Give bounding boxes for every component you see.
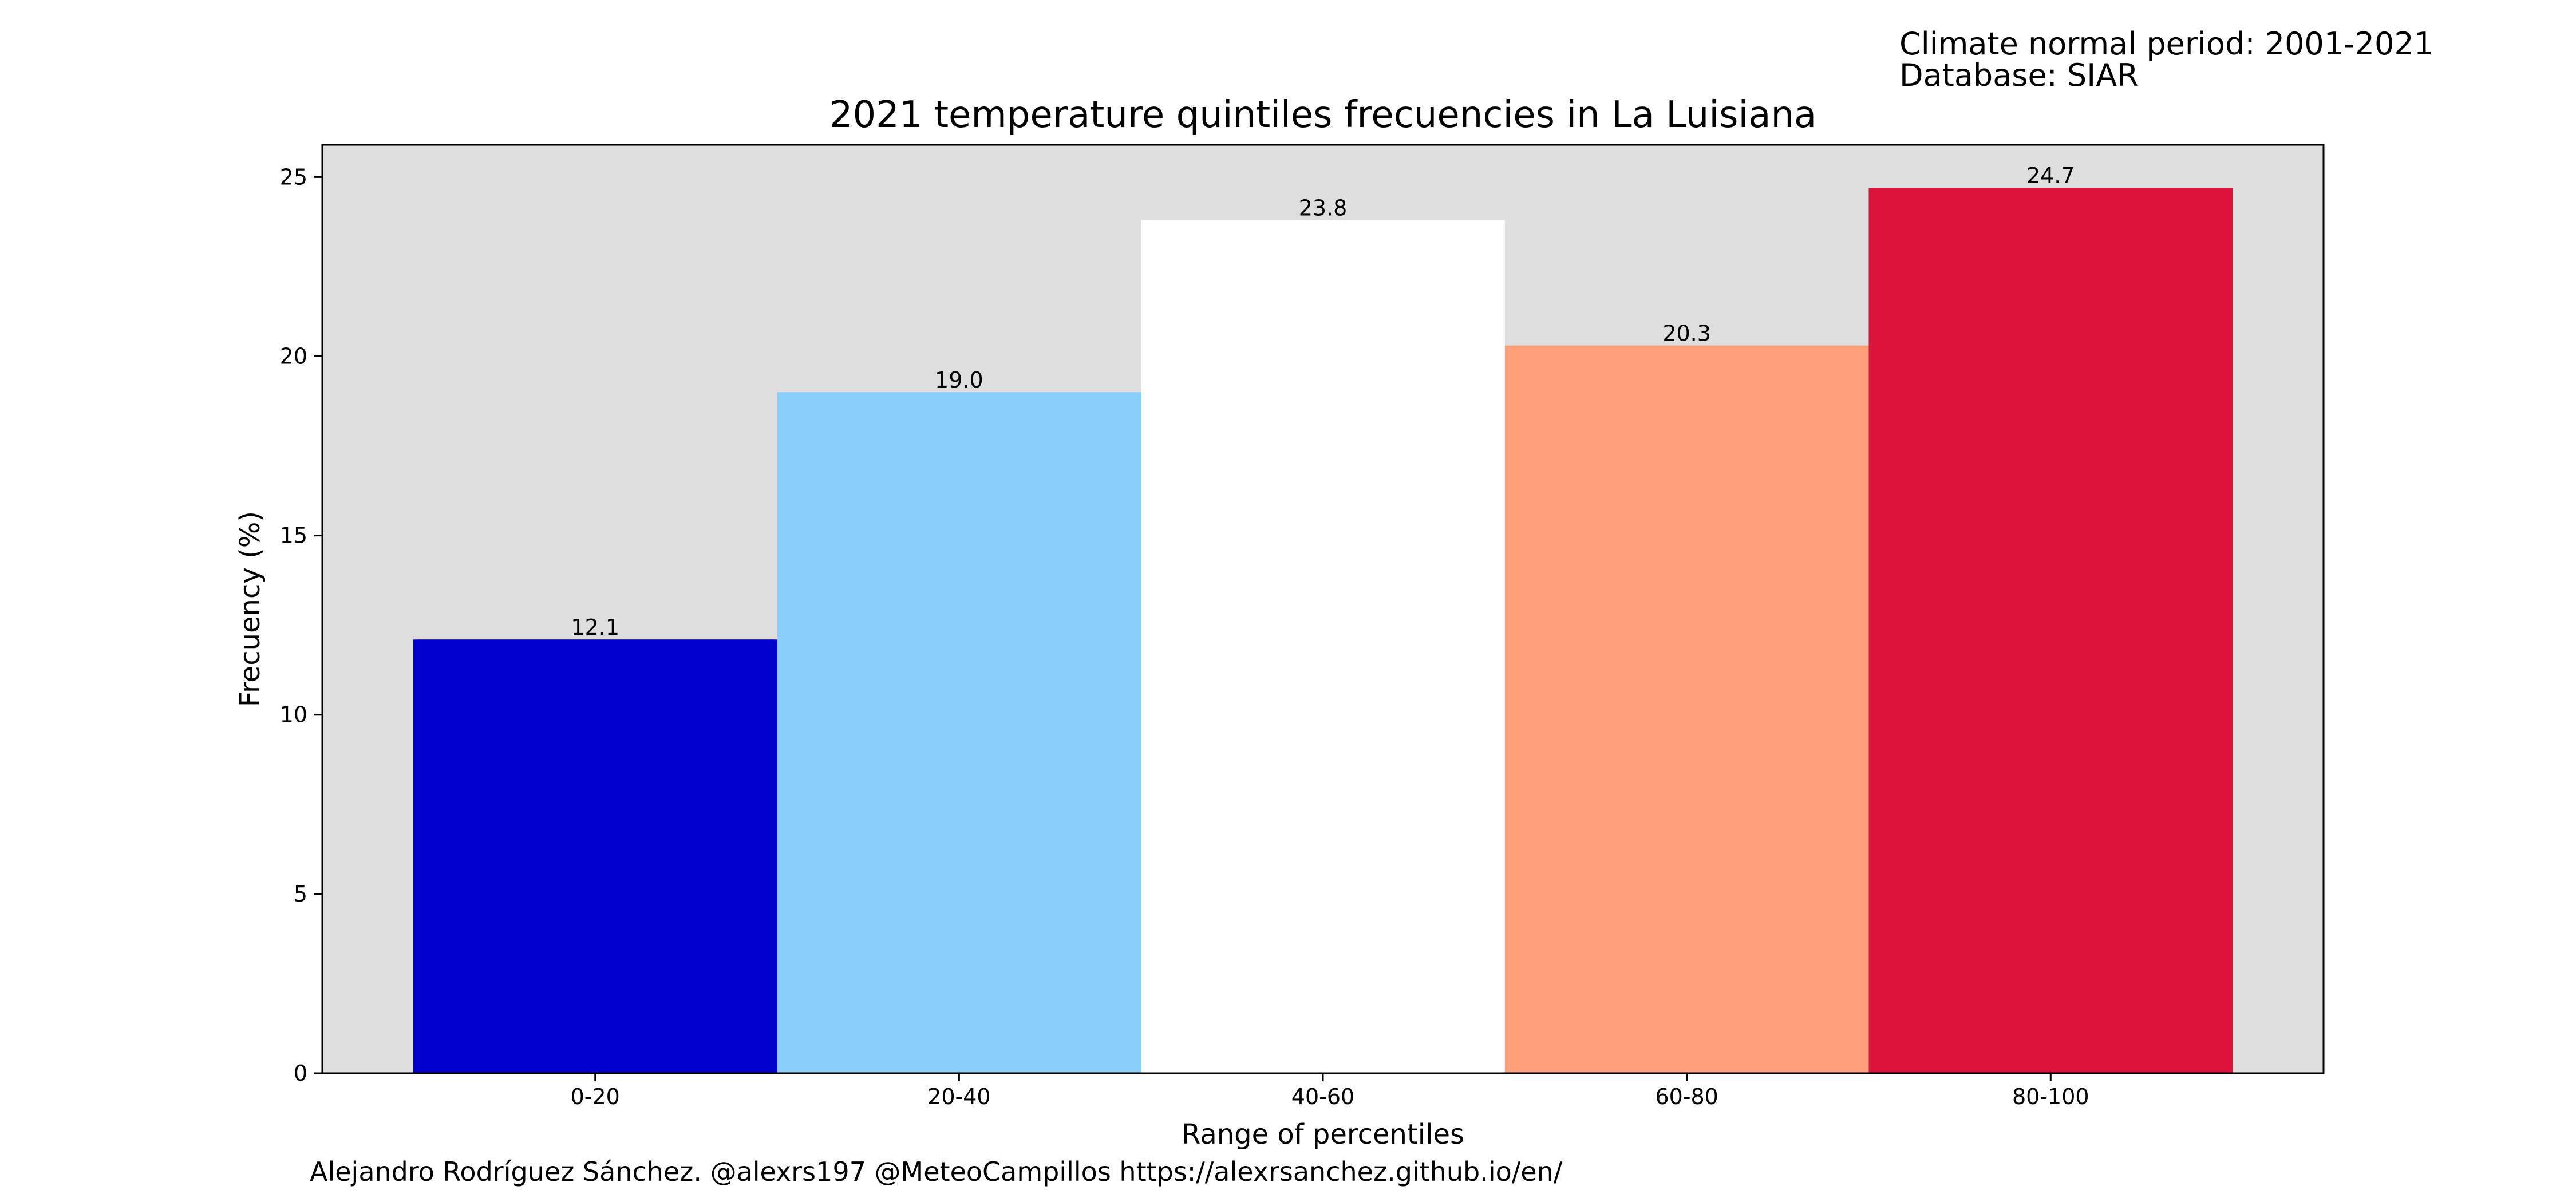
- bars-group: [413, 188, 2233, 1074]
- bar-value-label-20-40: 19.0: [935, 367, 983, 393]
- x-tick-label-20-40: 20-40: [927, 1084, 990, 1109]
- x-axis-ticks: 0-20 20-40 40-60 60-80 80-100: [571, 1073, 2089, 1109]
- bar-value-label-0-20: 12.1: [571, 615, 619, 640]
- x-tick-label-0-20: 0-20: [571, 1084, 620, 1109]
- y-tick-label-5: 5: [294, 881, 307, 907]
- x-tick-label-40-60: 40-60: [1291, 1084, 1354, 1109]
- y-axis-label: Frecuency (%): [234, 511, 266, 707]
- bar-labels-group: 12.1 19.0 23.8 20.3 24.7: [571, 163, 2075, 640]
- y-tick-label-25: 25: [280, 164, 307, 189]
- y-tick-label-0: 0: [294, 1061, 307, 1086]
- database-label: Database: SIAR: [1899, 57, 2139, 93]
- x-tick-label-80-100: 80-100: [2012, 1084, 2089, 1109]
- bar-80-100: [1868, 188, 2233, 1073]
- climate-normal-period: Climate normal period: 2001-2021: [1899, 26, 2433, 62]
- y-tick-label-20: 20: [280, 343, 307, 369]
- y-tick-label-15: 15: [280, 523, 307, 548]
- bar-20-40: [777, 392, 1141, 1073]
- bar-60-80: [1504, 345, 1869, 1074]
- bar-value-label-40-60: 23.8: [1299, 196, 1348, 221]
- chart-title: 2021 temperature quintiles frecuencies i…: [829, 94, 1817, 136]
- bar-value-label-80-100: 24.7: [2026, 163, 2075, 188]
- y-axis-ticks: 0 5 10 15 20 25: [280, 164, 322, 1086]
- bar-value-label-60-80: 20.3: [1662, 321, 1711, 346]
- author-credit: Alejandro Rodríguez Sánchez. @alexrs197 …: [310, 1156, 1563, 1187]
- bar-40-60: [1141, 220, 1505, 1073]
- bar-0-20: [413, 639, 777, 1073]
- y-tick-label-10: 10: [280, 702, 307, 727]
- x-axis-label: Range of percentiles: [1182, 1118, 1464, 1150]
- x-tick-label-60-80: 60-80: [1655, 1084, 1718, 1109]
